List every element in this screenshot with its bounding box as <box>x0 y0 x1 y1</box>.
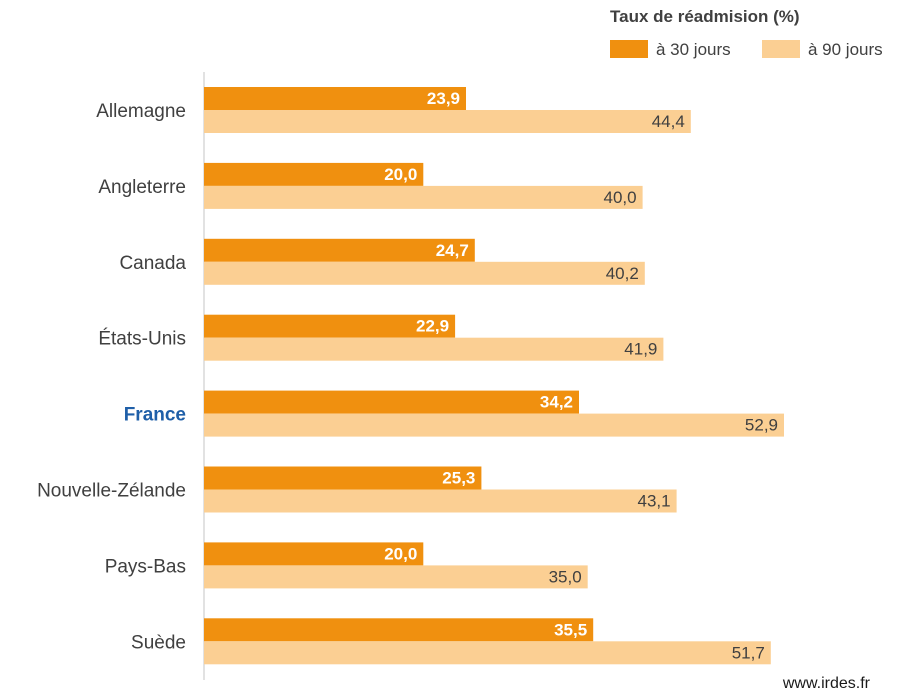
bar-30-jours-pays-bas <box>204 542 424 566</box>
category-label-angleterre: Angleterre <box>98 177 186 198</box>
source-credit: www.irdes.fr <box>782 675 871 692</box>
bar-30-jours-nouvelle-zelande <box>204 466 482 490</box>
bars-group: Allemagne 23,9 44,4 Angleterre 20,0 40,0 Canad… <box>37 87 784 665</box>
bar-30-jours-allemagne <box>204 87 466 110</box>
legend: à 30 jours à 90 jours <box>610 40 883 59</box>
bar-30-jours-angleterre <box>204 162 424 186</box>
legend-title: Taux de réadmision (%) <box>610 7 800 26</box>
legend-label-30-jours: à 30 jours <box>656 40 731 59</box>
value-label-30-jours-etats-unis: 22,9 <box>416 317 449 336</box>
category-label-etats-unis: États-Unis <box>98 329 186 350</box>
bar-30-jours-etats-unis <box>204 314 456 338</box>
category-label-canada: Canada <box>119 253 186 274</box>
bar-90-jours-angleterre <box>204 185 643 209</box>
bar-90-jours-etats-unis <box>204 337 664 361</box>
value-label-90-jours-angleterre: 40,0 <box>604 188 637 207</box>
category-label-pays-bas: Pays-Bas <box>105 556 186 577</box>
legend-label-90-jours: à 90 jours <box>808 40 883 59</box>
category-label-allemagne: Allemagne <box>96 101 186 122</box>
value-label-30-jours-allemagne: 23,9 <box>427 89 460 108</box>
category-label-france: France <box>124 405 186 426</box>
value-label-90-jours-suede: 51,7 <box>732 643 765 662</box>
bar-30-jours-france <box>204 390 579 414</box>
value-label-30-jours-suede: 35,5 <box>554 620 587 639</box>
value-label-30-jours-canada: 24,7 <box>436 241 469 260</box>
value-label-90-jours-allemagne: 44,4 <box>652 112 685 131</box>
value-label-90-jours-etats-unis: 41,9 <box>624 340 657 359</box>
bar-90-jours-canada <box>204 261 645 285</box>
bar-90-jours-allemagne <box>204 110 691 133</box>
value-label-30-jours-angleterre: 20,0 <box>384 165 417 184</box>
value-label-30-jours-pays-bas: 20,0 <box>384 544 417 563</box>
category-label-suede: Suède <box>131 632 186 653</box>
value-label-90-jours-canada: 40,2 <box>606 264 639 283</box>
value-label-90-jours-pays-bas: 35,0 <box>549 567 582 586</box>
bar-90-jours-suede <box>204 641 771 665</box>
category-label-nouvelle-zelande: Nouvelle-Zélande <box>37 481 186 502</box>
bar-30-jours-suede <box>204 618 594 642</box>
bar-90-jours-pays-bas <box>204 565 588 589</box>
bar-90-jours-france <box>204 413 784 437</box>
legend-swatch-90-jours <box>762 40 800 58</box>
value-label-30-jours-france: 34,2 <box>540 393 573 412</box>
value-label-90-jours-france: 52,9 <box>745 416 778 435</box>
value-label-90-jours-nouvelle-zelande: 43,1 <box>638 492 671 511</box>
bar-30-jours-canada <box>204 238 475 262</box>
bar-90-jours-nouvelle-zelande <box>204 489 677 513</box>
value-label-30-jours-nouvelle-zelande: 25,3 <box>442 469 475 488</box>
legend-swatch-30-jours <box>610 40 648 58</box>
